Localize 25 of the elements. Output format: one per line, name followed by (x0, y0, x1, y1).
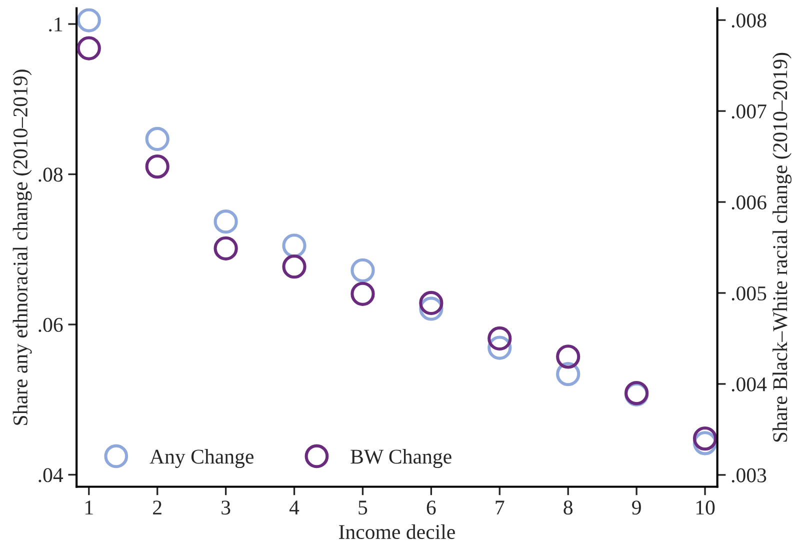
y2-tick-label: .007 (732, 104, 766, 119)
x-tick-label: 7 (496, 500, 504, 514)
x-tick-label: 2 (153, 500, 162, 514)
y2-tick-label: .005 (732, 286, 766, 301)
legend-label: BW Change (350, 449, 452, 468)
x-tick-label: 6 (426, 500, 436, 515)
x-tick-label: 10 (696, 500, 715, 515)
y2-tick-label: .003 (732, 468, 766, 482)
x-tick-label: 3 (222, 500, 230, 515)
x-tick-label: 8 (564, 500, 573, 515)
x-tick-label: 9 (632, 500, 641, 515)
y2-tick-label: .006 (732, 195, 766, 210)
y-tick-label: .08 (38, 168, 63, 182)
legend-label: Any Change (150, 449, 254, 468)
x-axis-title: Income decile (339, 524, 455, 540)
y-tick-label: .1 (49, 18, 62, 32)
x-tick-label: 5 (358, 500, 368, 515)
x-tick-label: 1 (86, 500, 93, 514)
y2-tick-label: .004 (732, 377, 767, 392)
y-tick-label: .06 (38, 318, 63, 332)
y2-axis-title: Share Black–White racial change (2010–2019) (772, 52, 792, 442)
x-tick-label: 4 (289, 500, 300, 514)
y-axis-title: Share any ethnoracial change (2010–2019) (12, 70, 32, 425)
y-tick-label: .04 (38, 468, 64, 482)
y2-tick-label: .008 (732, 13, 766, 28)
